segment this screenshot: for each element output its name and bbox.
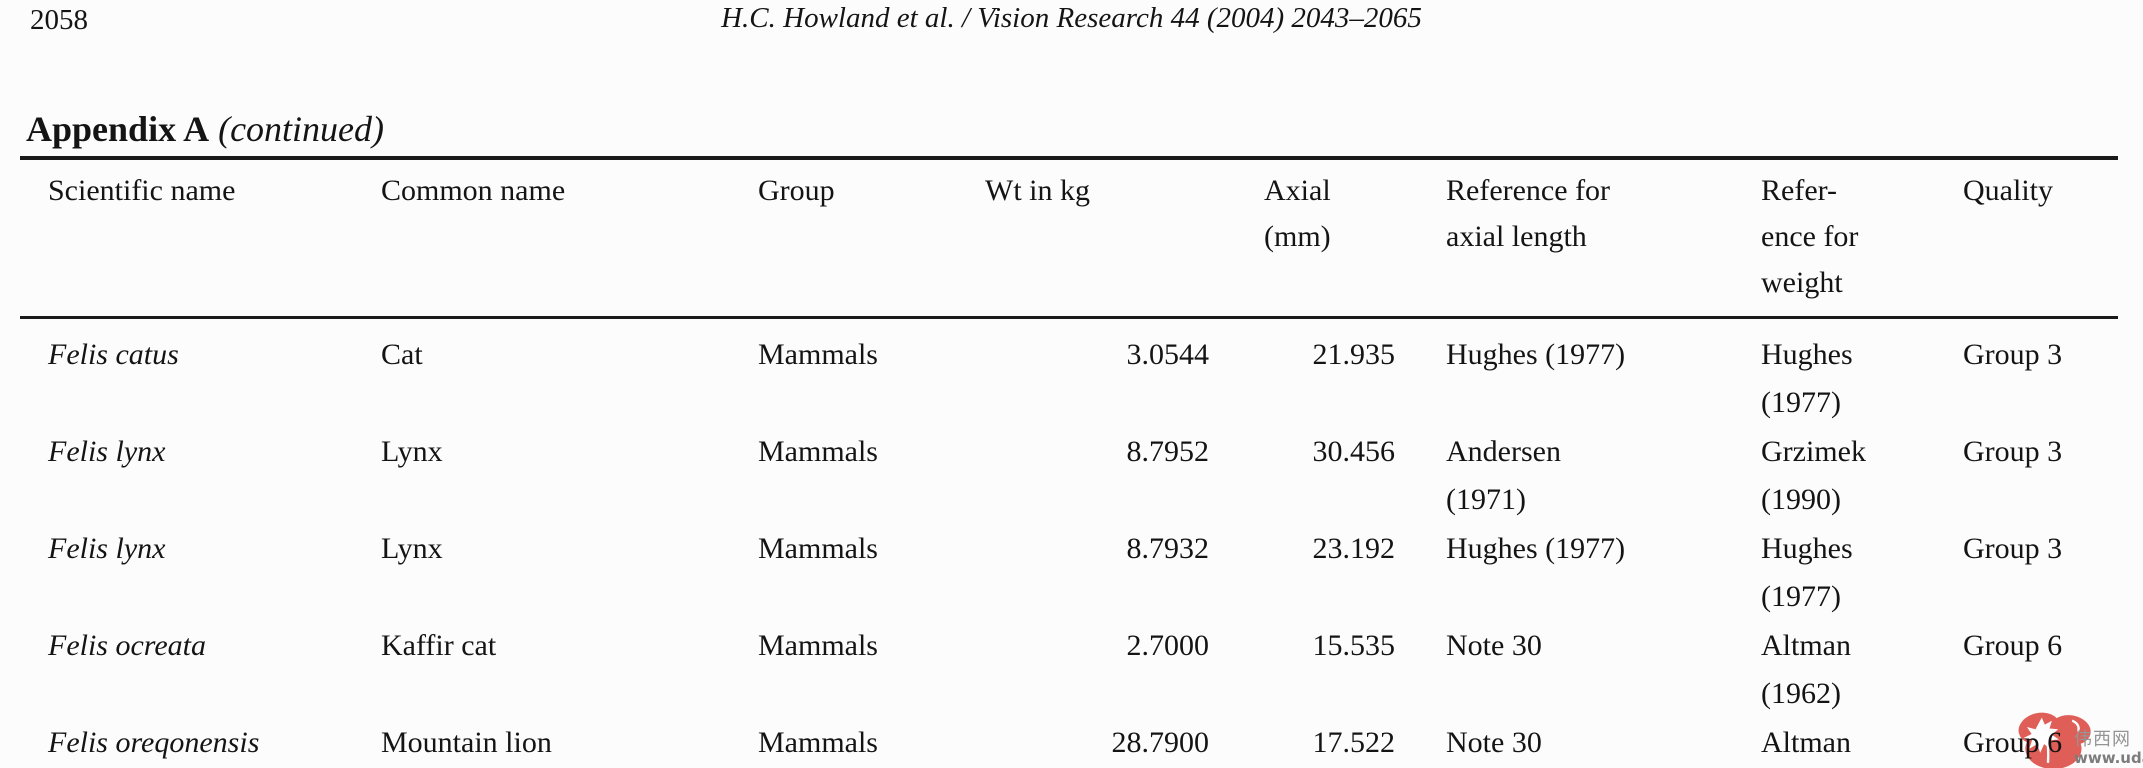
cell-ref-axial: Hughes (1977) bbox=[1446, 532, 1626, 565]
cell-scientific-name: Felis catus bbox=[48, 338, 179, 371]
cell-group: Mammals bbox=[758, 435, 878, 468]
appendix-title-bold: Appendix A bbox=[26, 109, 210, 149]
page-number: 2058 bbox=[30, 4, 88, 36]
cell-axial: 23.192 bbox=[1312, 532, 1396, 565]
cell-axial: 15.535 bbox=[1312, 629, 1396, 662]
cell-common-name: Kaffir cat bbox=[381, 629, 497, 662]
cell-ref-weight: Altman (1962) bbox=[1761, 629, 1851, 710]
col-header-common-name: Common name bbox=[381, 174, 566, 207]
cell-group: Mammals bbox=[758, 532, 878, 565]
cell-group: Mammals bbox=[758, 338, 878, 371]
watermark-logo-icon bbox=[2018, 712, 2091, 768]
cell-group: Mammals bbox=[758, 629, 878, 662]
table-header-row: Scientific name Common name Group Wt in … bbox=[20, 160, 2118, 319]
table-row: Felis ocreata Kaffir cat Mammals 2.7000 … bbox=[20, 622, 2118, 719]
watermark-site-name: 伟西网 bbox=[2074, 729, 2131, 750]
cell-axial: 30.456 bbox=[1312, 435, 1396, 468]
cell-scientific-name: Felis lynx bbox=[48, 532, 166, 565]
cell-group: Mammals bbox=[758, 726, 878, 759]
cell-scientific-name: Felis ocreata bbox=[48, 629, 207, 662]
col-header-quality: Quality bbox=[1963, 174, 2053, 207]
col-header-axial: Axial (mm) bbox=[1264, 174, 1331, 253]
appendix-title: Appendix A (continued) bbox=[26, 108, 384, 150]
journal-citation: H.C. Howland et al. / Vision Research 44… bbox=[721, 2, 1422, 34]
cell-ref-axial: Andersen (1971) bbox=[1446, 435, 1561, 516]
col-header-scientific-name: Scientific name bbox=[48, 174, 236, 207]
cell-common-name: Lynx bbox=[381, 532, 443, 565]
cell-weight: 28.7900 bbox=[1111, 726, 1210, 759]
cell-quality: Group 6 bbox=[1963, 726, 2063, 759]
cell-common-name: Mountain lion bbox=[381, 726, 552, 759]
cell-weight: 2.7000 bbox=[1126, 629, 1210, 662]
cell-axial: 17.522 bbox=[1312, 726, 1396, 759]
cell-ref-axial: Note 30 bbox=[1446, 629, 1542, 662]
watermark-url: www.uda.cn bbox=[2074, 748, 2143, 767]
table-row: Felis lynx Lynx Mammals 8.7932 23.192 Hu… bbox=[20, 525, 2118, 622]
table-row: Felis oreqonensis Mountain lion Mammals … bbox=[20, 719, 2118, 768]
cell-ref-weight: Altman bbox=[1761, 726, 1851, 759]
cell-ref-weight: Grzimek (1990) bbox=[1761, 435, 1866, 516]
appendix-title-continued: (continued) bbox=[218, 109, 385, 149]
cell-axial: 21.935 bbox=[1312, 338, 1396, 371]
col-header-ref-axial: Reference for axial length bbox=[1446, 174, 1611, 253]
cell-ref-axial: Hughes (1977) bbox=[1446, 338, 1626, 371]
col-header-ref-weight: Refer- ence for weight bbox=[1761, 174, 1859, 299]
cell-common-name: Lynx bbox=[381, 435, 443, 468]
cell-scientific-name: Felis lynx bbox=[48, 435, 166, 468]
cell-ref-axial: Note 30 bbox=[1446, 726, 1542, 759]
cell-weight: 8.7932 bbox=[1126, 532, 1210, 565]
cell-quality: Group 3 bbox=[1963, 532, 2063, 565]
col-header-weight: Wt in kg bbox=[985, 174, 1090, 207]
col-header-group: Group bbox=[758, 174, 835, 207]
cell-ref-weight: Hughes (1977) bbox=[1761, 338, 1853, 419]
cell-weight: 8.7952 bbox=[1126, 435, 1210, 468]
table-row: Felis lynx Lynx Mammals 8.7952 30.456 An… bbox=[20, 428, 2118, 525]
table-row: Felis catus Cat Mammals 3.0544 21.935 Hu… bbox=[20, 331, 2118, 428]
cell-weight: 3.0544 bbox=[1126, 338, 1210, 371]
watermark-text: 伟西网 www.uda.cn bbox=[2074, 730, 2143, 766]
cell-scientific-name: Felis oreqonensis bbox=[48, 726, 260, 759]
cell-ref-weight: Hughes (1977) bbox=[1761, 532, 1853, 613]
species-table: Scientific name Common name Group Wt in … bbox=[20, 156, 2118, 768]
running-head: 2058 H.C. Howland et al. / Vision Resear… bbox=[0, 2, 2143, 38]
cell-quality: Group 3 bbox=[1963, 338, 2063, 371]
cell-quality: Group 6 bbox=[1963, 629, 2063, 662]
cell-common-name: Cat bbox=[381, 338, 423, 371]
cell-quality: Group 3 bbox=[1963, 435, 2063, 468]
table-body: Felis catus Cat Mammals 3.0544 21.935 Hu… bbox=[20, 319, 2118, 768]
